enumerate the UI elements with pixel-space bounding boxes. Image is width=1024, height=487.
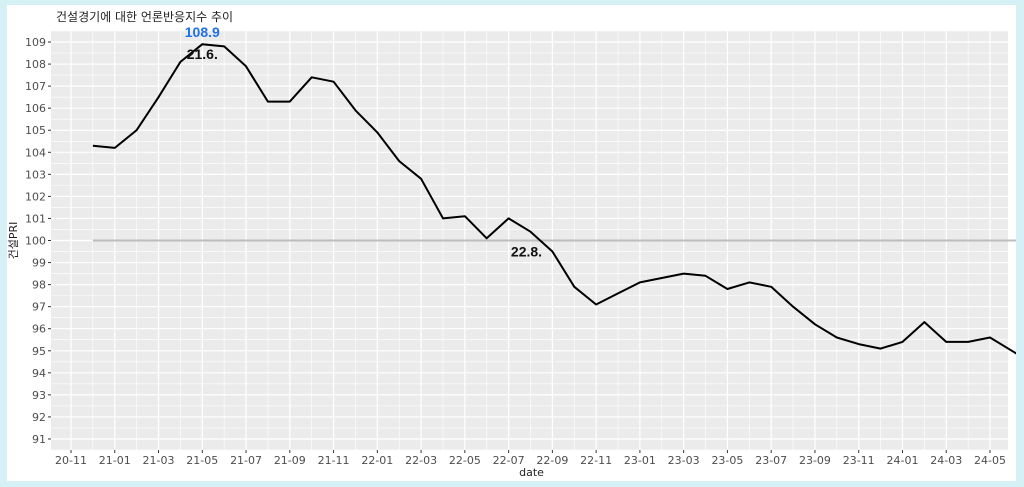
x-tick-label: 21-11 [318, 454, 350, 467]
y-tick-label: 101 [25, 212, 46, 225]
chart-frame: 건설경기에 대한 언론반응지수 추이 91 92 93 94 95 96 97 98 99 100… [7, 5, 1016, 481]
y-tick-label: 96 [32, 323, 46, 336]
x-tick-label: 22-03 [405, 454, 437, 467]
y-tick-label: 98 [32, 279, 46, 292]
y-axis-ticks: 91 92 93 94 95 96 97 98 99 100 101 102 103 104 105 106 1… [25, 36, 51, 446]
x-tick-label: 23-03 [668, 454, 700, 467]
x-tick-label: 22-07 [493, 454, 525, 467]
x-tick-label: 23-01 [624, 454, 656, 467]
y-tick-label: 105 [25, 124, 46, 137]
y-tick-label: 102 [25, 190, 46, 203]
y-tick-label: 95 [32, 345, 46, 358]
y-tick-label: 104 [25, 146, 46, 159]
x-tick-label: 23-11 [843, 454, 875, 467]
x-tick-label: 24-01 [886, 454, 918, 467]
y-tick-label: 103 [25, 168, 46, 181]
y-tick-label: 100 [25, 235, 46, 248]
x-tick-label: 21-09 [274, 454, 306, 467]
x-tick-label: 23-09 [799, 454, 831, 467]
y-tick-label: 109 [25, 36, 46, 49]
x-tick-label: 22-05 [449, 454, 481, 467]
y-tick-label: 91 [32, 433, 46, 446]
annotation-label: 22.8. [511, 244, 542, 260]
x-tick-label: 21-03 [143, 454, 175, 467]
x-tick-label: 21-07 [230, 454, 262, 467]
y-tick-label: 99 [32, 257, 46, 270]
x-tick-label: 20-11 [55, 454, 87, 467]
x-tick-label: 22-09 [536, 454, 568, 467]
chart-title: 건설경기에 대한 언론반응지수 추이 [56, 10, 233, 24]
x-tick-label: 23-05 [711, 454, 743, 467]
y-axis-label: 건설PRI [7, 222, 20, 260]
annotations: 108.921.6.22.8.25.5.15.91.3. [185, 24, 542, 260]
annotation-label: 21.6. [187, 46, 218, 62]
y-tick-label: 92 [32, 411, 46, 424]
x-axis-label: date [519, 466, 544, 479]
annotation-label: 108.9 [185, 24, 220, 40]
y-tick-label: 93 [32, 389, 46, 402]
y-tick-label: 94 [32, 367, 46, 380]
x-tick-label: 21-05 [186, 454, 218, 467]
x-tick-label: 22-11 [580, 454, 612, 467]
x-axis-ticks: 20-11 21-01 21-03 21-05 21-07 21-09 21-11 22-01… [55, 450, 1006, 467]
line-chart: 건설경기에 대한 언론반응지수 추이 91 92 93 94 95 96 97 98 99 100… [7, 5, 1016, 481]
series-line [92, 43, 1016, 355]
y-tick-label: 107 [25, 80, 46, 93]
y-tick-label: 97 [32, 301, 46, 314]
x-tick-label: 24-05 [974, 454, 1006, 467]
y-tick-label: 106 [25, 102, 46, 115]
x-tick-label: 21-01 [99, 454, 131, 467]
x-tick-label: 24-03 [930, 454, 962, 467]
x-tick-label: 23-07 [755, 454, 787, 467]
y-tick-label: 108 [25, 58, 46, 71]
x-tick-label: 22-01 [361, 454, 393, 467]
